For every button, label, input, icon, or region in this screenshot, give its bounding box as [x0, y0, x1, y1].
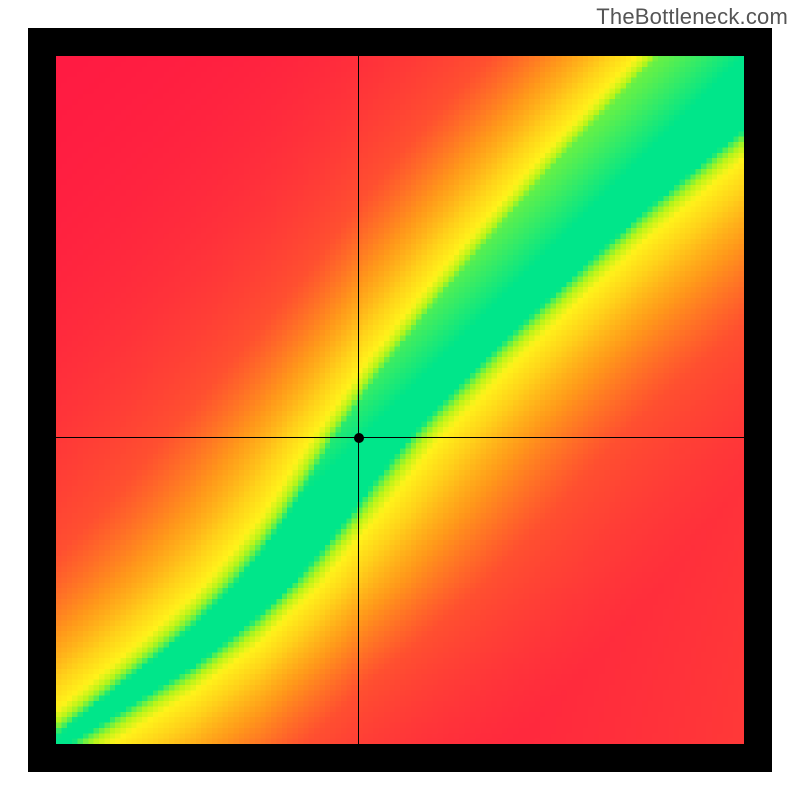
crosshair-point [354, 433, 364, 443]
plot-area [56, 56, 744, 744]
crosshair-vertical [358, 56, 359, 744]
watermark-text: TheBottleneck.com [596, 4, 788, 30]
chart-container: TheBottleneck.com [0, 0, 800, 800]
crosshair-horizontal [56, 437, 744, 438]
heatmap-canvas [56, 56, 744, 744]
plot-frame [28, 28, 772, 772]
